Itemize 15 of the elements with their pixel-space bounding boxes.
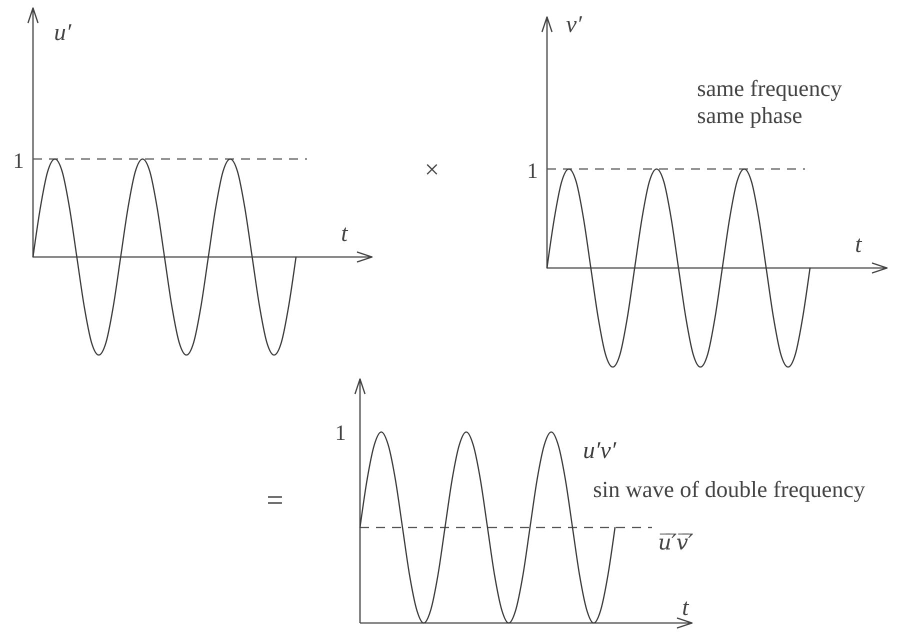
series-label: u′v′ <box>583 438 617 464</box>
y-axis-title: v′ <box>566 12 583 38</box>
text: × <box>424 155 440 184</box>
x-axis-title: t <box>682 595 690 621</box>
text: same frequency <box>697 76 842 101</box>
x-axis-title: t <box>855 232 863 258</box>
ref-line-label: 1 <box>527 158 538 183</box>
text: = <box>266 484 284 517</box>
ref-line-label: 1 <box>13 148 24 173</box>
text: 1 <box>335 420 346 445</box>
x-axis-title: t <box>341 221 349 247</box>
annotation: sin wave of double frequency <box>593 477 866 502</box>
ref-line-label: u̅′̅v̅′̅ <box>658 530 694 554</box>
y-axis-title: u′ <box>54 20 72 46</box>
text: same phase <box>697 103 802 128</box>
